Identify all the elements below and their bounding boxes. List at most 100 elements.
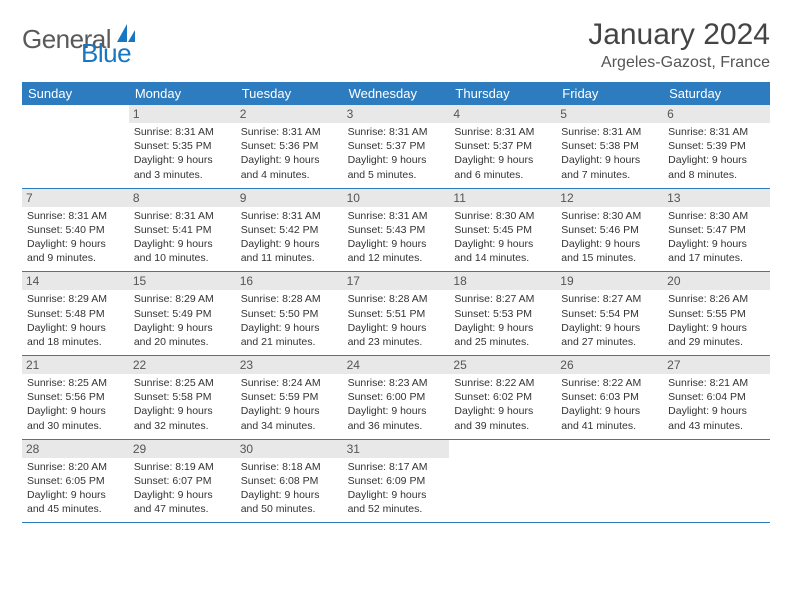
day-cell: 9Sunrise: 8:31 AMSunset: 5:42 PMDaylight… (236, 189, 343, 272)
daylight-text: Daylight: 9 hours and 18 minutes. (27, 321, 124, 349)
day-number: 18 (449, 272, 556, 290)
sunset-text: Sunset: 5:40 PM (27, 223, 124, 237)
day-info: Sunrise: 8:31 AMSunset: 5:43 PMDaylight:… (348, 209, 445, 266)
day-number: 10 (343, 189, 450, 207)
day-number: 14 (22, 272, 129, 290)
day-number: 29 (129, 440, 236, 458)
daylight-text: Daylight: 9 hours and 11 minutes. (241, 237, 338, 265)
day-cell: . (556, 440, 663, 523)
day-number: 30 (236, 440, 343, 458)
day-cell: 19 Sunrise: 8:27 AMSunset: 5:54 PMDayligh… (556, 272, 663, 355)
day-info: Sunrise: 8:27 AMSunset: 5:54 PMDaylight:… (561, 292, 658, 349)
sunset-text: Sunset: 5:39 PM (668, 139, 765, 153)
sunrise-text: Sunrise: 8:31 AM (454, 125, 551, 139)
day-cell: 10 Sunrise: 8:31 AMSunset: 5:43 PMDayligh… (343, 189, 450, 272)
day-info: Sunrise: 8:25 AMSunset: 5:56 PMDaylight:… (27, 376, 124, 433)
daylight-text: Daylight: 9 hours and 3 minutes. (134, 153, 231, 181)
day-cell: 3Sunrise: 8:31 AMSunset: 5:37 PMDaylight… (343, 105, 450, 188)
sunrise-text: Sunrise: 8:25 AM (134, 376, 231, 390)
sunrise-text: Sunrise: 8:20 AM (27, 460, 124, 474)
day-number: 5 (556, 105, 663, 123)
week-row: 21Sunrise: 8:25 AMSunset: 5:56 PMDayligh… (22, 356, 770, 440)
sunrise-text: Sunrise: 8:31 AM (241, 209, 338, 223)
day-cell: 11Sunrise: 8:30 AMSunset: 5:45 PMDayligh… (449, 189, 556, 272)
sunrise-text: Sunrise: 8:19 AM (134, 460, 231, 474)
sunrise-text: Sunrise: 8:17 AM (348, 460, 445, 474)
sunset-text: Sunset: 5:35 PM (134, 139, 231, 153)
day-info: Sunrise: 8:26 AMSunset: 5:55 PMDaylight:… (668, 292, 765, 349)
daylight-text: Daylight: 9 hours and 47 minutes. (134, 488, 231, 516)
day-number: 1 (129, 105, 236, 123)
day-info: Sunrise: 8:31 AMSunset: 5:35 PMDaylight:… (134, 125, 231, 182)
daylight-text: Daylight: 9 hours and 23 minutes. (348, 321, 445, 349)
sunset-text: Sunset: 6:03 PM (561, 390, 658, 404)
weekday-header: Thursday (449, 82, 556, 105)
day-cell: 14Sunrise: 8:29 AMSunset: 5:48 PMDayligh… (22, 272, 129, 355)
day-number: 19 (556, 272, 663, 290)
day-number: 24 (343, 356, 450, 374)
page-header: General Blue January 2024 Argeles-Gazost… (22, 18, 770, 72)
sunrise-text: Sunrise: 8:27 AM (561, 292, 658, 306)
sunrise-text: Sunrise: 8:31 AM (134, 209, 231, 223)
sunset-text: Sunset: 5:47 PM (668, 223, 765, 237)
day-cell: . (449, 440, 556, 523)
day-cell: 26Sunrise: 8:22 AMSunset: 6:03 PMDayligh… (556, 356, 663, 439)
day-number: 6 (663, 105, 770, 123)
month-title: January 2024 (588, 18, 770, 52)
day-number: 25 (449, 356, 556, 374)
weekday-header: Wednesday (343, 82, 450, 105)
day-info: Sunrise: 8:31 AMSunset: 5:38 PMDaylight:… (561, 125, 658, 182)
day-cell: 23Sunrise: 8:24 AMSunset: 5:59 PMDayligh… (236, 356, 343, 439)
daylight-text: Daylight: 9 hours and 7 minutes. (561, 153, 658, 181)
sunrise-text: Sunrise: 8:31 AM (348, 125, 445, 139)
day-info: Sunrise: 8:22 AMSunset: 6:03 PMDaylight:… (561, 376, 658, 433)
daylight-text: Daylight: 9 hours and 45 minutes. (27, 488, 124, 516)
day-number: 7 (22, 189, 129, 207)
day-cell: 24 Sunrise: 8:23 AMSunset: 6:00 PMDayligh… (343, 356, 450, 439)
sunset-text: Sunset: 5:51 PM (348, 307, 445, 321)
day-cell: 13Sunrise: 8:30 AMSunset: 5:47 PMDayligh… (663, 189, 770, 272)
sunset-text: Sunset: 6:09 PM (348, 474, 445, 488)
day-info: Sunrise: 8:23 AMSunset: 6:00 PMDaylight:… (348, 376, 445, 433)
day-info: Sunrise: 8:28 AMSunset: 5:50 PMDaylight:… (241, 292, 338, 349)
sunrise-text: Sunrise: 8:26 AM (668, 292, 765, 306)
sunrise-text: Sunrise: 8:31 AM (348, 209, 445, 223)
day-number: 23 (236, 356, 343, 374)
sunset-text: Sunset: 6:07 PM (134, 474, 231, 488)
daylight-text: Daylight: 9 hours and 30 minutes. (27, 404, 124, 432)
daylight-text: Daylight: 9 hours and 39 minutes. (454, 404, 551, 432)
daylight-text: Daylight: 9 hours and 43 minutes. (668, 404, 765, 432)
daylight-text: Daylight: 9 hours and 36 minutes. (348, 404, 445, 432)
day-number: 15 (129, 272, 236, 290)
weekday-header-row: Sunday Monday Tuesday Wednesday Thursday… (22, 82, 770, 105)
weekday-header: Sunday (22, 82, 129, 105)
sunrise-text: Sunrise: 8:31 AM (668, 125, 765, 139)
sunset-text: Sunset: 5:43 PM (348, 223, 445, 237)
day-info: Sunrise: 8:31 AMSunset: 5:42 PMDaylight:… (241, 209, 338, 266)
daylight-text: Daylight: 9 hours and 27 minutes. (561, 321, 658, 349)
daylight-text: Daylight: 9 hours and 4 minutes. (241, 153, 338, 181)
day-number: 16 (236, 272, 343, 290)
sunset-text: Sunset: 6:02 PM (454, 390, 551, 404)
daylight-text: Daylight: 9 hours and 50 minutes. (241, 488, 338, 516)
sunset-text: Sunset: 5:50 PM (241, 307, 338, 321)
sunset-text: Sunset: 5:56 PM (27, 390, 124, 404)
daylight-text: Daylight: 9 hours and 21 minutes. (241, 321, 338, 349)
day-number: 2 (236, 105, 343, 123)
daylight-text: Daylight: 9 hours and 52 minutes. (348, 488, 445, 516)
day-info: Sunrise: 8:30 AMSunset: 5:45 PMDaylight:… (454, 209, 551, 266)
day-info: Sunrise: 8:27 AMSunset: 5:53 PMDaylight:… (454, 292, 551, 349)
sunrise-text: Sunrise: 8:28 AM (348, 292, 445, 306)
day-number: 17 (343, 272, 450, 290)
sunrise-text: Sunrise: 8:31 AM (134, 125, 231, 139)
day-number: 20 (663, 272, 770, 290)
day-info: Sunrise: 8:25 AMSunset: 5:58 PMDaylight:… (134, 376, 231, 433)
day-number: 3 (343, 105, 450, 123)
weekday-header: Monday (129, 82, 236, 105)
sunrise-text: Sunrise: 8:29 AM (27, 292, 124, 306)
day-info: Sunrise: 8:31 AMSunset: 5:37 PMDaylight:… (454, 125, 551, 182)
sunset-text: Sunset: 6:04 PM (668, 390, 765, 404)
day-info: Sunrise: 8:21 AMSunset: 6:04 PMDaylight:… (668, 376, 765, 433)
sunset-text: Sunset: 6:05 PM (27, 474, 124, 488)
day-cell: 29 Sunrise: 8:19 AMSunset: 6:07 PMDayligh… (129, 440, 236, 523)
